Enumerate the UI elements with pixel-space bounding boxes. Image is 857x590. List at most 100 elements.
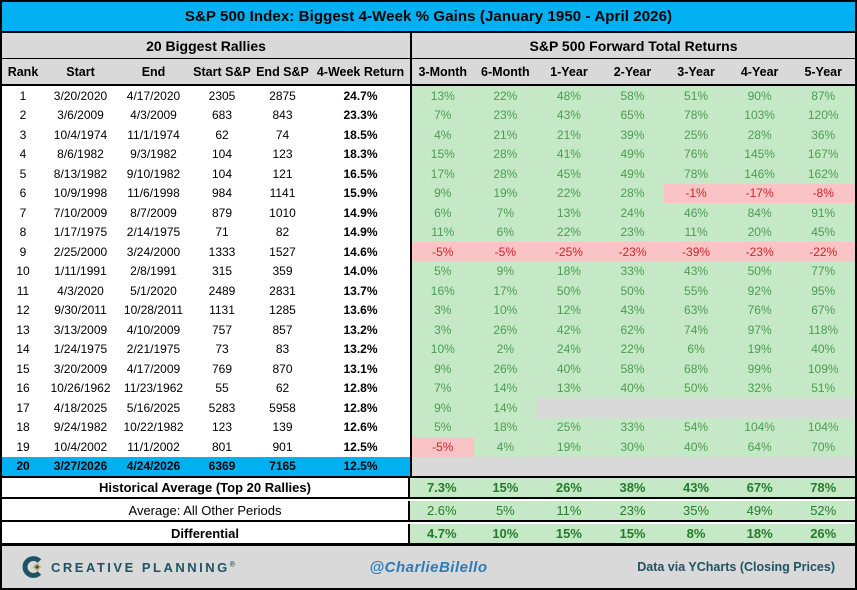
cell-forward-return: 40% [600, 378, 665, 398]
cell-forward-return: 103% [727, 105, 792, 125]
cell-end-date: 9/3/1982 [117, 144, 190, 164]
cell-end-sp: 62 [254, 378, 311, 398]
cell-forward-return: 70% [791, 437, 855, 457]
cell-four-week-return: 13.1% [311, 359, 410, 379]
column-header: 3-Month [410, 59, 474, 84]
cell-start-sp: 62 [190, 125, 254, 145]
cell-forward-return: 9% [410, 398, 474, 418]
cell-four-week-return: 12.5% [311, 437, 410, 457]
table-row: 6 10/9/1998 11/6/1998 984 1141 15.9% 9% 19% 22% 2… [2, 183, 855, 203]
cell-forward-return: 22% [473, 86, 538, 106]
brand-name: CREATIVE PLANNING® [51, 559, 235, 575]
cell-forward-return: 99% [727, 359, 792, 379]
table-row: 14 1/24/1975 2/21/1975 73 83 13.2% 10% 2% 24% 22%… [2, 339, 855, 359]
cell-forward-return: 58% [600, 359, 665, 379]
cell-start-sp: 315 [190, 261, 254, 281]
cell-forward-return: 91% [791, 203, 855, 223]
cell-forward-return: 14% [473, 378, 538, 398]
cell-end-sp: 1141 [254, 183, 311, 203]
summary-value: 8% [664, 524, 728, 543]
left-section-header: 20 Biggest Rallies [146, 37, 266, 54]
summary-value: 18% [727, 524, 792, 543]
cell-start-date: 7/10/2009 [44, 203, 117, 223]
cell-end-date: 4/17/2009 [117, 359, 190, 379]
table-row: 11 4/3/2020 5/1/2020 2489 2831 13.7% 16% 17% 50%… [2, 281, 855, 301]
cell-forward-return: 13% [537, 203, 601, 223]
cell-forward-return: 46% [664, 203, 728, 223]
cell-rank: 15 [2, 359, 44, 379]
cell-forward-return: 13% [410, 86, 474, 106]
cell-start-date: 8/6/1982 [44, 144, 117, 164]
cell-forward-return: 62% [600, 320, 665, 340]
cell-four-week-return: 14.9% [311, 203, 410, 223]
summary-value: 11% [537, 501, 601, 520]
cell-forward-return: 67% [791, 300, 855, 320]
cell-end-date: 3/24/2000 [117, 242, 190, 262]
summary-value: 49% [727, 501, 792, 520]
summary-value: 5% [473, 501, 538, 520]
cell-end-date: 4/10/2009 [117, 320, 190, 340]
cell-forward-return: 40% [791, 339, 855, 359]
summary-value: 15% [473, 478, 538, 497]
cell-forward-return [537, 398, 601, 418]
summary-value: 67% [727, 478, 792, 497]
cell-forward-return [791, 456, 855, 476]
cell-start-date: 10/4/1974 [44, 125, 117, 145]
column-header: 2-Year [613, 64, 652, 79]
cell-forward-return: 22% [537, 222, 601, 242]
cell-forward-return: 25% [664, 125, 728, 145]
cell-end-sp: 1527 [254, 242, 311, 262]
cell-forward-return: 3% [410, 320, 474, 340]
cell-forward-return: 77% [791, 261, 855, 281]
cell-start-date: 3/20/2020 [44, 86, 117, 106]
cell-forward-return: 11% [410, 222, 474, 242]
table-row: 16 10/26/1962 11/23/1962 55 62 12.8% 7% 14% 13% 4… [2, 378, 855, 398]
cell-forward-return: 40% [664, 437, 728, 457]
cell-end-sp: 359 [254, 261, 311, 281]
cell-start-date: 3/13/2009 [44, 320, 117, 340]
cell-forward-return: 21% [473, 125, 538, 145]
table-row: 12 9/30/2011 10/28/2011 1131 1285 13.6% 3% 10% 1… [2, 300, 855, 320]
cell-forward-return: 58% [600, 86, 665, 106]
cell-forward-return: 14% [473, 398, 538, 418]
cell-forward-return: 16% [410, 281, 474, 301]
cell-forward-return: 48% [537, 86, 601, 106]
table-row: 10 1/11/1991 2/8/1991 315 359 14.0% 5% 9% 18% 33%… [2, 261, 855, 281]
cell-start-date: 3/27/2026 [44, 456, 117, 476]
column-header: Rank [7, 64, 39, 79]
cell-forward-return: 23% [600, 222, 665, 242]
cell-end-date: 11/1/1974 [117, 125, 190, 145]
cell-forward-return: 22% [537, 183, 601, 203]
summary-value: 2.6% [410, 501, 474, 520]
summary-label: Differential [2, 524, 410, 543]
cell-forward-return: 104% [791, 417, 855, 437]
cell-end-sp: 7165 [254, 456, 311, 476]
cell-four-week-return: 12.6% [311, 417, 410, 437]
data-source-credit: Data via YCharts (Closing Prices) [637, 560, 835, 574]
cell-forward-return [600, 456, 665, 476]
cell-forward-return: 7% [473, 203, 538, 223]
cell-start-sp: 123 [190, 417, 254, 437]
cell-end-date: 10/22/1982 [117, 417, 190, 437]
cell-forward-return: 43% [664, 261, 728, 281]
table-row: 17 4/18/2025 5/16/2025 5283 5958 12.8% 9% 14% [2, 398, 855, 418]
cell-rank: 19 [2, 437, 44, 457]
cell-forward-return: 24% [537, 339, 601, 359]
cell-end-sp: 5958 [254, 398, 311, 418]
cell-forward-return: 33% [600, 261, 665, 281]
cell-forward-return: 15% [410, 144, 474, 164]
cell-rank: 13 [2, 320, 44, 340]
cell-forward-return: 28% [473, 144, 538, 164]
cell-end-sp: 1010 [254, 203, 311, 223]
cell-rank: 4 [2, 144, 44, 164]
cell-forward-return: 28% [600, 183, 665, 203]
cell-forward-return: 118% [791, 320, 855, 340]
cell-forward-return: -1% [664, 183, 728, 203]
table-row: 20 3/27/2026 4/24/2026 6369 7165 12.5% [2, 456, 855, 476]
cell-forward-return: 24% [600, 203, 665, 223]
cell-rank: 12 [2, 300, 44, 320]
cell-end-sp: 870 [254, 359, 311, 379]
summary-value: 35% [664, 501, 728, 520]
cell-forward-return: 6% [410, 203, 474, 223]
summary-value: 38% [600, 478, 665, 497]
